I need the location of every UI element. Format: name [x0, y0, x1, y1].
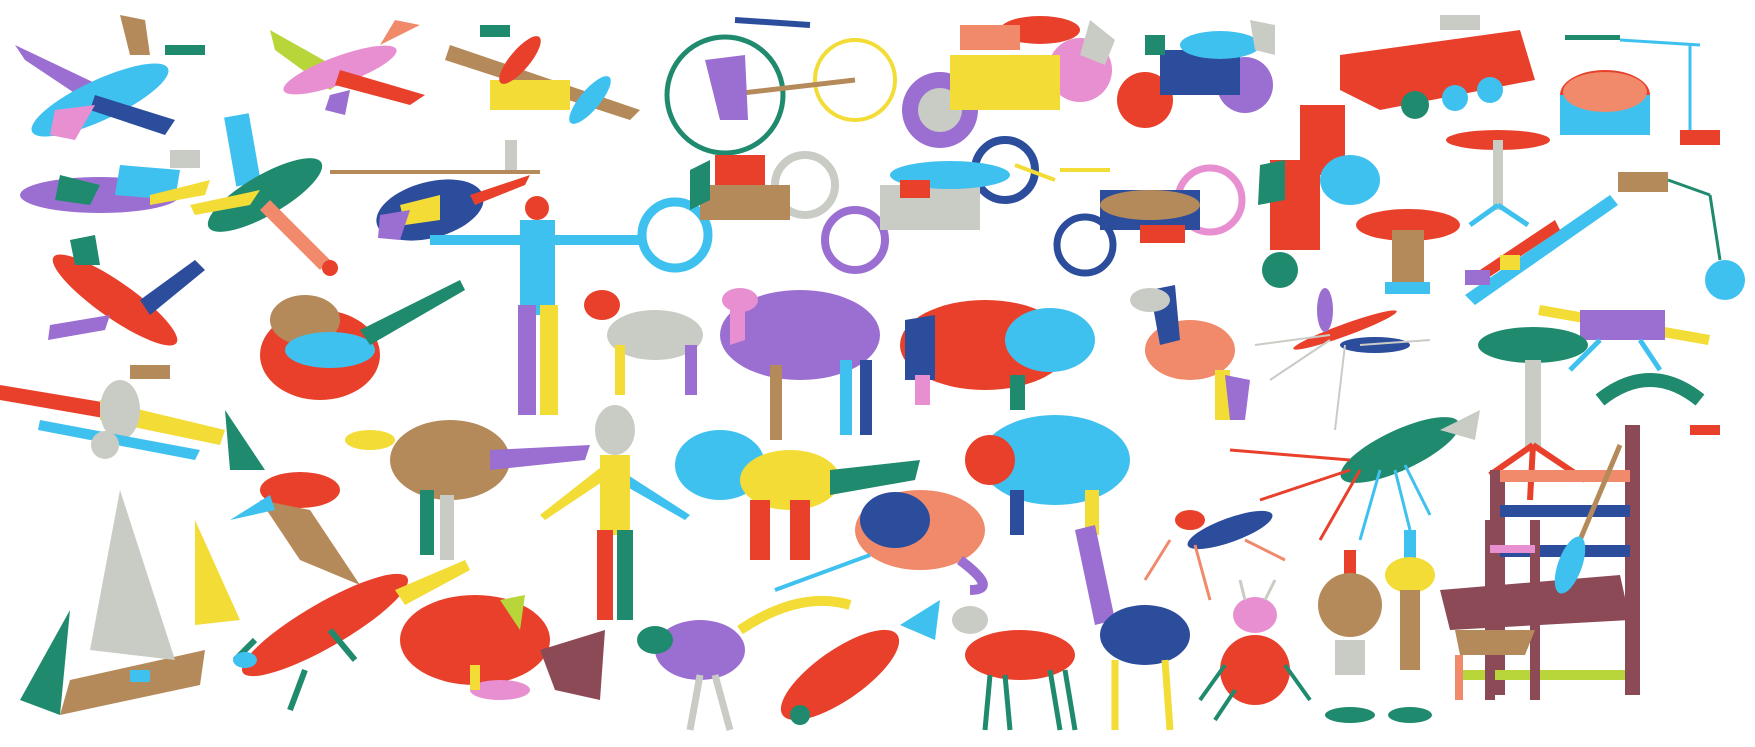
airplane-shape	[48, 235, 205, 346]
dinosaur-shape	[345, 420, 590, 560]
pterosaur-shape	[225, 410, 360, 585]
lizard-shape	[232, 560, 470, 712]
airplane-shape	[15, 15, 205, 140]
airplane-shape	[20, 150, 210, 213]
vase-shape	[1318, 550, 1382, 723]
mantis-shape	[1143, 510, 1286, 601]
motorcycle-shape	[902, 16, 1115, 148]
bicycle-shape	[664, 17, 897, 156]
table-shape	[1356, 209, 1460, 294]
motorcycle-shape	[1117, 20, 1275, 128]
beetle-shape	[1198, 579, 1312, 722]
chair-shape	[1455, 520, 1540, 700]
mosquito-shape	[1254, 288, 1431, 431]
table-shape	[1446, 130, 1550, 228]
rifle-shape	[1465, 195, 1618, 305]
lamp-shape	[1618, 172, 1745, 300]
screwdriver-shape	[1554, 444, 1623, 594]
airplane-shape	[445, 25, 640, 124]
table-shape	[1560, 70, 1650, 135]
fish-shape	[780, 600, 940, 725]
alien-shape	[540, 405, 690, 620]
dinosaur-shape	[637, 595, 852, 731]
dinosaur-shape	[675, 430, 920, 560]
giraffe-shape	[1075, 525, 1190, 731]
helicopter-shape	[330, 140, 540, 241]
airplane-shape	[270, 20, 425, 115]
horse-shape	[1130, 285, 1250, 420]
sheep-shape	[584, 290, 703, 395]
rifle-shape	[1538, 305, 1710, 372]
fish-shape	[400, 595, 605, 700]
lamp-shape	[1565, 35, 1720, 145]
fish-shape	[260, 280, 465, 400]
airplane-shape	[0, 365, 225, 460]
lobster-shape	[1229, 410, 1480, 541]
tank-shape	[1340, 15, 1535, 119]
motorcycle-shape	[1258, 105, 1380, 288]
motorcycle-shape	[1053, 164, 1246, 277]
cow-shape	[965, 415, 1130, 535]
airplane-shape	[190, 113, 338, 276]
chameleon-shape	[774, 490, 988, 595]
motorcycle-shape	[821, 136, 1056, 274]
rhino-shape	[900, 300, 1095, 410]
vase-shape	[1385, 530, 1435, 723]
camel-shape	[720, 288, 880, 440]
antelope-shape	[952, 606, 1078, 731]
ship-shape	[20, 490, 240, 715]
human-shape	[430, 196, 640, 415]
sickle-shape	[1595, 373, 1720, 435]
stool-shape	[1478, 327, 1588, 501]
motorcycle-shape	[637, 151, 839, 273]
